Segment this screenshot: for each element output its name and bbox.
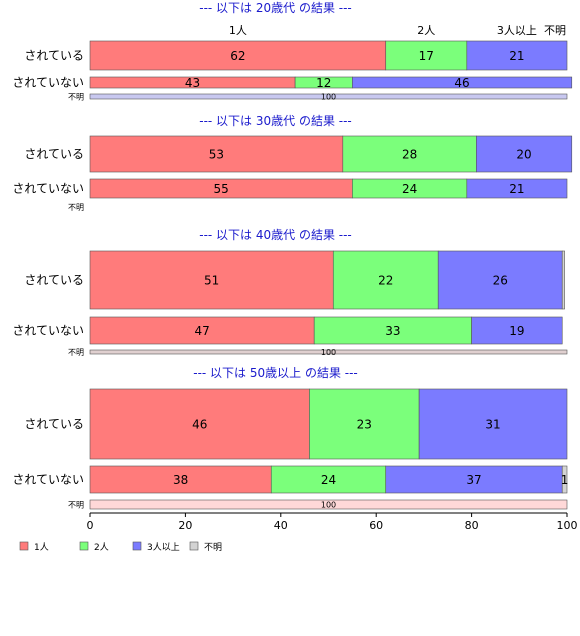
row-label: 不明 xyxy=(68,203,84,212)
row-label: されている xyxy=(24,417,84,431)
group-title: --- 以下は 40歳代 の結果 --- xyxy=(199,228,352,242)
bar-segment xyxy=(561,465,568,494)
row-label: されている xyxy=(24,147,84,161)
row-label: されていない xyxy=(12,182,84,196)
bar-segment xyxy=(89,499,568,510)
row-label: されていない xyxy=(12,76,84,90)
bar-segment xyxy=(437,250,563,310)
bar-segment xyxy=(332,250,439,310)
bar-value-label: 62 xyxy=(230,49,245,63)
x-tick-label: 80 xyxy=(465,519,479,532)
bar-segment xyxy=(561,250,565,310)
bar-value-label: 19 xyxy=(509,324,524,338)
x-tick-label: 0 xyxy=(87,519,94,532)
legend-label: 1人 xyxy=(34,542,49,553)
bar-segment xyxy=(385,465,563,494)
bar-value-label: 46 xyxy=(192,417,207,431)
row-label: されている xyxy=(24,273,84,287)
bar-segment xyxy=(418,388,568,460)
bar-value-label: 100 xyxy=(321,500,336,509)
row-label: 不明 xyxy=(68,348,84,357)
bar-value-label: 55 xyxy=(214,182,229,196)
bar-value-label: 21 xyxy=(509,182,524,196)
bar-segment xyxy=(313,316,472,345)
top-category-label: 2人 xyxy=(417,24,435,37)
bar-value-label: 24 xyxy=(402,182,417,196)
legend-label: 3人以上 xyxy=(147,542,180,553)
bar-segment xyxy=(385,40,468,71)
bar-value-label: 12 xyxy=(316,76,331,90)
bar-value-label: 46 xyxy=(454,76,469,90)
x-tick-label: 60 xyxy=(369,519,383,532)
bar-value-label: 33 xyxy=(385,324,400,338)
bar-segment xyxy=(89,135,344,173)
bar-value-label: 100 xyxy=(321,92,336,101)
top-category-label: 不明 xyxy=(544,24,566,37)
legend-swatch xyxy=(189,541,199,551)
bar-segment xyxy=(476,135,573,173)
bar-value-label: 22 xyxy=(378,273,393,287)
x-tick-label: 20 xyxy=(178,519,192,532)
bar-value-label: 43 xyxy=(185,76,200,90)
bar-segment xyxy=(270,465,387,494)
bar-value-label: 21 xyxy=(509,49,524,63)
top-category-label: 3人以上 xyxy=(497,24,537,37)
bar-segment xyxy=(466,178,568,199)
bar-segment xyxy=(309,388,420,460)
legend-swatch xyxy=(79,541,89,551)
bar-segment xyxy=(89,349,568,355)
row-label: されていない xyxy=(12,473,84,487)
bar-segment xyxy=(342,135,477,173)
bar-value-label: 31 xyxy=(485,417,500,431)
bar-segment xyxy=(89,316,315,345)
bar-value-label: 38 xyxy=(173,473,188,487)
row-label: されている xyxy=(24,49,84,63)
bar-segment xyxy=(89,388,310,460)
bar-segment xyxy=(89,93,568,100)
group-title: --- 以下は 30歳代 の結果 --- xyxy=(199,114,352,128)
bar-value-label: 47 xyxy=(194,324,209,338)
bar-value-label: 37 xyxy=(466,473,481,487)
bar-segment xyxy=(89,40,387,71)
row-label: されていない xyxy=(12,324,84,338)
top-category-label: 1人 xyxy=(229,24,247,37)
bar-value-label: 1 xyxy=(561,473,569,487)
bar-value-label: 51 xyxy=(204,273,219,287)
bar-value-label: 23 xyxy=(357,417,372,431)
legend-label: 2人 xyxy=(94,542,109,553)
legend-swatch xyxy=(132,541,142,551)
legend-swatch xyxy=(19,541,29,551)
x-tick-label: 40 xyxy=(274,519,288,532)
group-title: --- 以下は 20歳代 の結果 --- xyxy=(199,1,352,15)
bar-value-label: 53 xyxy=(209,147,224,161)
bar-segment xyxy=(352,76,573,89)
bar-value-label: 28 xyxy=(402,147,417,161)
bar-segment xyxy=(471,316,563,345)
legend-label: 不明 xyxy=(204,542,222,553)
group-title: --- 以下は 50歳以上 の結果 --- xyxy=(193,366,358,380)
row-label: 不明 xyxy=(68,501,84,510)
bar-value-label: 17 xyxy=(419,49,434,63)
row-label: 不明 xyxy=(68,93,84,102)
bar-segment xyxy=(89,250,334,310)
bar-value-label: 26 xyxy=(493,273,508,287)
x-tick-label: 100 xyxy=(557,519,578,532)
bar-value-label: 100 xyxy=(321,348,336,357)
bar-segment xyxy=(466,40,568,71)
bar-segment xyxy=(89,465,272,494)
bar-value-label: 24 xyxy=(321,473,336,487)
bar-value-label: 20 xyxy=(516,147,531,161)
